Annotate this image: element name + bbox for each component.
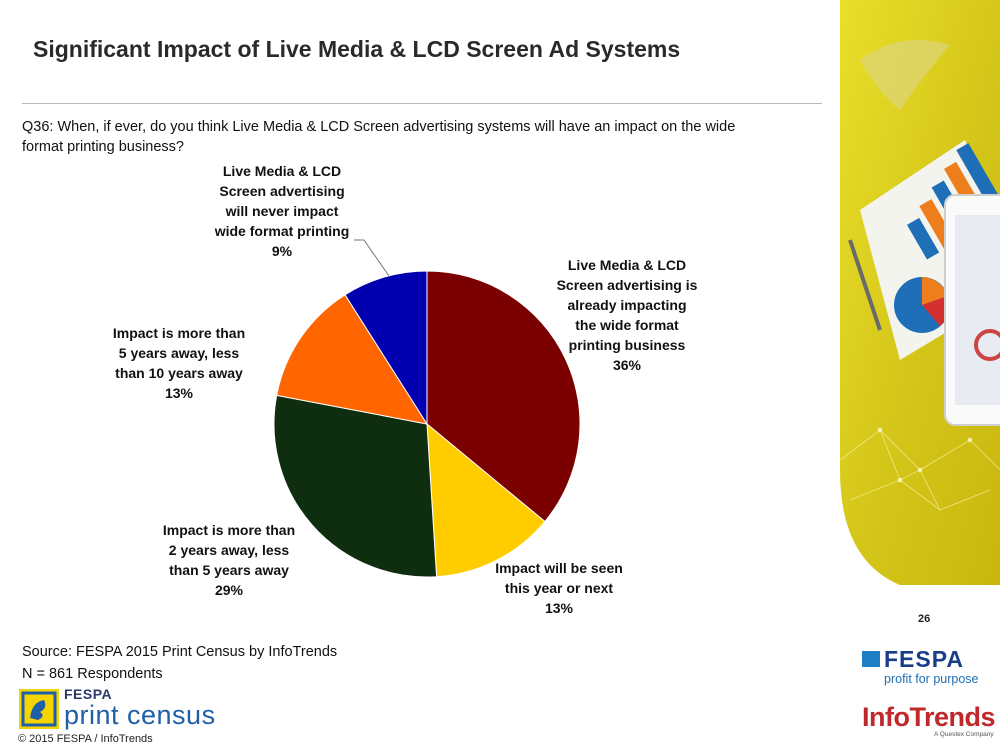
census-logo-top: FESPA: [64, 686, 113, 702]
slice-label-line: printing business: [569, 337, 686, 353]
fespa-square-icon: [862, 651, 880, 667]
pen-icon: [848, 239, 882, 331]
print-census-logo: FESPA print census: [18, 686, 248, 732]
slide-title: Significant Impact of Live Media & LCD S…: [33, 36, 681, 62]
slice-label-line: Impact will be seen: [495, 560, 623, 576]
slice-label-line: wide format printing: [214, 223, 350, 239]
slice-label-line: will never impact: [225, 203, 339, 219]
pie-slice-already: [426, 270, 581, 523]
slice-label-line: the wide format: [575, 317, 679, 333]
slice-label-line: 5 years away, less: [119, 345, 240, 361]
census-logo-bottom: print census: [64, 700, 216, 730]
census-emblem-icon: [19, 689, 59, 729]
pie-slices: [273, 270, 581, 578]
pie-slice-two_to_five: [273, 394, 438, 578]
slice-label-line: 2 years away, less: [169, 542, 290, 558]
slice-label-line: than 5 years away: [169, 562, 289, 578]
hand-icon: [860, 40, 950, 110]
fespa-logo: FESPA profit for purpose: [862, 646, 992, 692]
slice-label-line: already impacting: [567, 297, 686, 313]
respondents-text: N = 861 Respondents: [22, 666, 163, 682]
slice-percent-never: 9%: [272, 243, 293, 259]
slice-label-line: Impact is more than: [163, 522, 295, 538]
slice-label-already: Live Media & LCD Screen advertising is alr…: [557, 257, 698, 373]
pie-slice-five_to_ten: [276, 294, 429, 425]
slice-percent-already: 36%: [613, 357, 642, 373]
leader-line-never: [354, 239, 390, 277]
slice-percent-five_to_ten: 13%: [165, 385, 194, 401]
source-block: Source: FESPA 2015 Print Census by InfoT…: [22, 641, 337, 685]
title-divider: [22, 103, 822, 104]
survey-question: Q36: When, if ever, do you think Live Me…: [22, 119, 736, 155]
pie-slice-this_year: [426, 422, 546, 578]
fespa-tagline: profit for purpose: [884, 672, 979, 686]
infotrends-logo-name: InfoTrends: [862, 702, 996, 732]
pie-slice-never: [344, 270, 428, 426]
slice-label-line: than 10 years away: [115, 365, 243, 381]
slice-label-five_to_ten: Impact is more than 5 years away, less tha…: [113, 325, 245, 401]
page-number: 26: [918, 613, 931, 625]
slice-percent-this_year: 13%: [545, 600, 574, 616]
slice-label-never: Live Media & LCD Screen advertising will n…: [214, 163, 350, 259]
slice-label-line: Impact is more than: [113, 325, 245, 341]
infotrends-logo-sub: A Questex Company: [934, 731, 994, 738]
leader-lines: [354, 239, 390, 277]
decorative-image-panel: [840, 0, 1000, 585]
slice-label-this_year: Impact will be seen this year or next 13%: [495, 560, 623, 616]
slice-label-line: Screen advertising is: [557, 277, 698, 293]
infotrends-logo: InfoTrends A Questex Company: [862, 702, 996, 742]
slice-label-line: Live Media & LCD: [568, 257, 686, 273]
copyright: © 2015 FESPA / InfoTrends: [18, 733, 153, 745]
source-text: Source: FESPA 2015 Print Census by InfoT…: [22, 644, 338, 660]
slice-label-line: Screen advertising: [219, 183, 344, 199]
network-lines-icon: [840, 427, 1000, 511]
slice-label-line: Live Media & LCD: [223, 163, 341, 179]
fespa-logo-name: FESPA: [884, 646, 964, 672]
pie-labels: Live Media & LCD Screen advertising is alr…: [113, 163, 698, 616]
slice-percent-two_to_five: 29%: [215, 582, 244, 598]
tablet-icon: [944, 194, 1000, 426]
slice-label-two_to_five: Impact is more than 2 years away, less tha…: [163, 522, 295, 598]
slice-label-line: this year or next: [505, 580, 613, 596]
